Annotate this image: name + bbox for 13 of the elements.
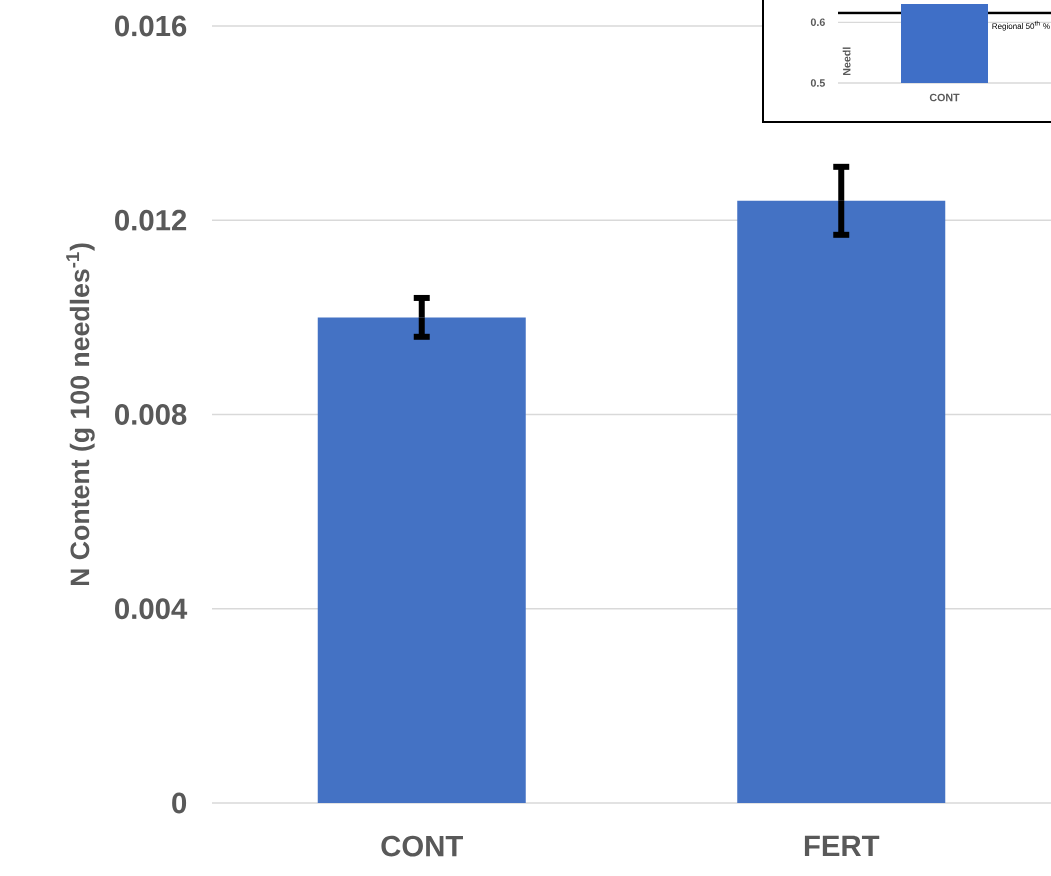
y-tick-label: 0.6 xyxy=(810,18,825,26)
y-tick-label: 0.016 xyxy=(115,15,187,37)
y-axis-title: N Content (g 100 needles$^{-1}$) xyxy=(66,243,95,586)
y-tick-label: 0.008 xyxy=(115,404,187,425)
ref-line-label: Regional 50$^{th}$ % xyxy=(992,20,1050,31)
y-tick-label: 0 xyxy=(172,792,187,814)
y-tick-label: 0.004 xyxy=(115,598,188,620)
x-tick-label: FERT xyxy=(804,835,880,856)
y-tick-label: 0.012 xyxy=(115,209,187,231)
x-tick-label: CONT xyxy=(929,93,960,102)
x-tick-label: CONT xyxy=(381,835,463,857)
y-axis-title: Needl xyxy=(842,47,851,76)
y-tick-label: 0.5 xyxy=(810,79,825,87)
